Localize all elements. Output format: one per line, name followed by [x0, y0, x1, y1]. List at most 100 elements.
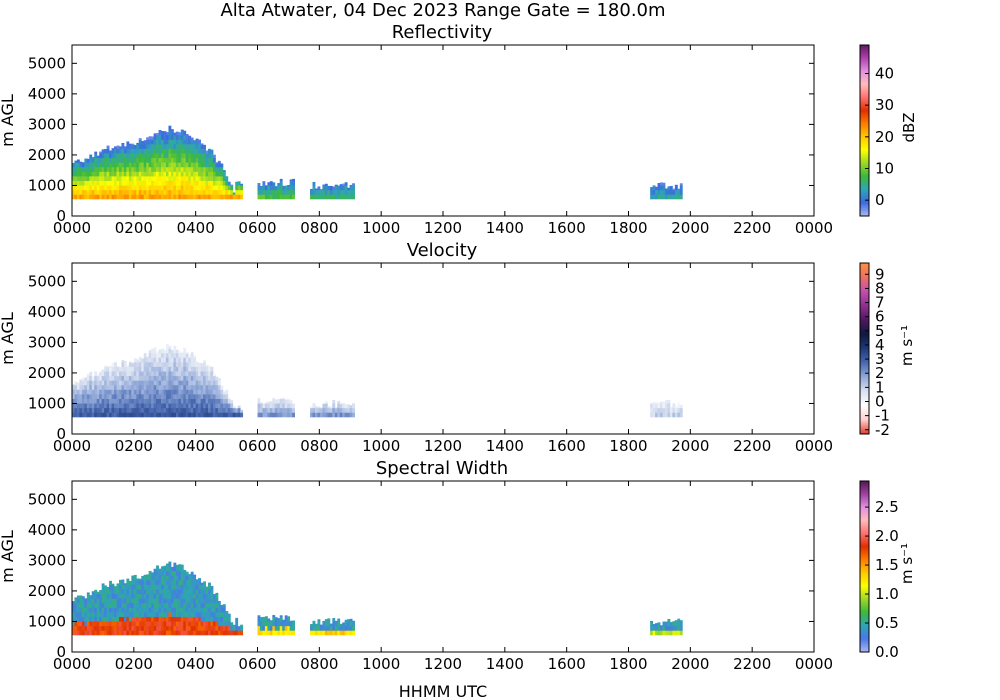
heatmap-cell — [158, 570, 162, 576]
heatmap-cell — [669, 407, 673, 413]
heatmap-cell — [652, 407, 656, 413]
heatmap-cell — [173, 384, 177, 390]
heatmap-cell — [262, 185, 266, 191]
heatmap-cell — [153, 180, 157, 186]
heatmap-cell — [657, 194, 661, 200]
heatmap-cell — [185, 143, 189, 149]
heatmap-cell — [200, 407, 204, 413]
heatmap-cell — [222, 175, 226, 181]
heatmap-cell — [289, 407, 293, 413]
heatmap-cell — [96, 389, 100, 395]
colorbar-segment — [860, 130, 869, 133]
heatmap-cell — [178, 403, 182, 409]
heatmap-cell — [287, 616, 291, 618]
colorbar-segment — [860, 600, 869, 603]
heatmap-cell — [126, 380, 130, 386]
heatmap-cell — [114, 148, 117, 154]
heatmap-cell — [279, 407, 283, 413]
colorbar-segment — [860, 371, 869, 374]
heatmap-cell — [170, 375, 174, 381]
heatmap-cell — [111, 166, 115, 172]
heatmap-cell — [158, 407, 162, 413]
heatmap-cell — [121, 157, 125, 163]
heatmap-cell — [148, 153, 152, 159]
heatmap-cell — [222, 393, 226, 399]
colorbar-segment — [860, 46, 869, 49]
heatmap-cell — [222, 625, 226, 631]
heatmap-cell — [225, 412, 229, 418]
heatmap-cell — [163, 139, 167, 145]
heatmap-cell — [230, 400, 234, 404]
heatmap-cell — [657, 630, 661, 636]
heatmap-cell — [148, 407, 152, 413]
colorbar-segment — [860, 344, 869, 347]
heatmap-cell — [126, 143, 130, 149]
heatmap-cell — [96, 171, 100, 177]
heatmap-cell — [133, 579, 137, 585]
heatmap-cell — [259, 189, 263, 195]
heatmap-cell — [168, 407, 172, 413]
heatmap-cell — [131, 361, 135, 367]
heatmap-cell — [677, 194, 681, 200]
heatmap-cell — [334, 194, 338, 200]
heatmap-cell — [76, 382, 80, 386]
heatmap-cell — [165, 132, 169, 136]
heatmap-cell — [662, 401, 666, 404]
heatmap-cell — [190, 398, 194, 404]
heatmap-cell — [175, 162, 179, 168]
heatmap-cell — [106, 625, 110, 631]
heatmap-cell — [210, 166, 214, 172]
heatmap-cell — [185, 584, 189, 590]
heatmap-cell — [650, 412, 654, 418]
heatmap-cell — [188, 166, 192, 172]
heatmap-cell — [74, 160, 78, 163]
heatmap-cell — [195, 366, 199, 372]
heatmap-cell — [151, 616, 155, 622]
heatmap-cell — [151, 371, 155, 377]
heatmap-cell — [161, 380, 164, 386]
heatmap-cell — [138, 584, 142, 590]
heatmap-cell — [208, 393, 211, 399]
heatmap-cell — [347, 194, 351, 200]
heatmap-cell — [324, 630, 328, 636]
heatmap-cell — [74, 598, 78, 604]
heatmap-cell — [153, 143, 157, 149]
heatmap-cell — [116, 145, 120, 149]
heatmap-cell — [347, 412, 351, 418]
heatmap-cell — [198, 185, 202, 191]
heatmap-cell — [264, 616, 268, 618]
heatmap-cell — [156, 375, 159, 381]
heatmap-cell — [143, 602, 147, 608]
colorbar-segment — [860, 278, 869, 281]
heatmap-cell — [148, 589, 152, 595]
y-tick-label: 5000 — [28, 272, 66, 290]
heatmap-cell — [79, 403, 83, 409]
heatmap-cell — [116, 412, 120, 418]
heatmap-cell — [101, 407, 105, 413]
heatmap-cell — [183, 579, 187, 585]
heatmap-cell — [123, 384, 127, 390]
heatmap-cell — [72, 403, 75, 409]
heatmap-cell — [208, 607, 211, 613]
colorbar-segment — [860, 607, 869, 610]
heatmap-cell — [138, 602, 142, 608]
heatmap-cell — [215, 630, 219, 636]
heatmap-cell — [123, 171, 127, 177]
heatmap-cell — [205, 630, 209, 636]
heatmap-cell — [183, 570, 187, 576]
heatmap-cell — [188, 143, 192, 149]
heatmap-cell — [272, 397, 276, 400]
heatmap-cell — [269, 185, 273, 191]
heatmap-cell — [319, 625, 323, 631]
heatmap-cell — [669, 412, 673, 418]
heatmap-cell — [230, 184, 234, 186]
heatmap-cell — [217, 166, 221, 172]
heatmap-cell — [225, 611, 229, 617]
heatmap-cell — [175, 403, 179, 409]
heatmap-cell — [148, 375, 152, 381]
colorbar-segment — [860, 545, 869, 548]
colorbar-segment — [860, 110, 869, 113]
heatmap-cell — [257, 398, 261, 404]
heatmap-cell — [180, 157, 184, 163]
heatmap-cell — [652, 412, 656, 418]
